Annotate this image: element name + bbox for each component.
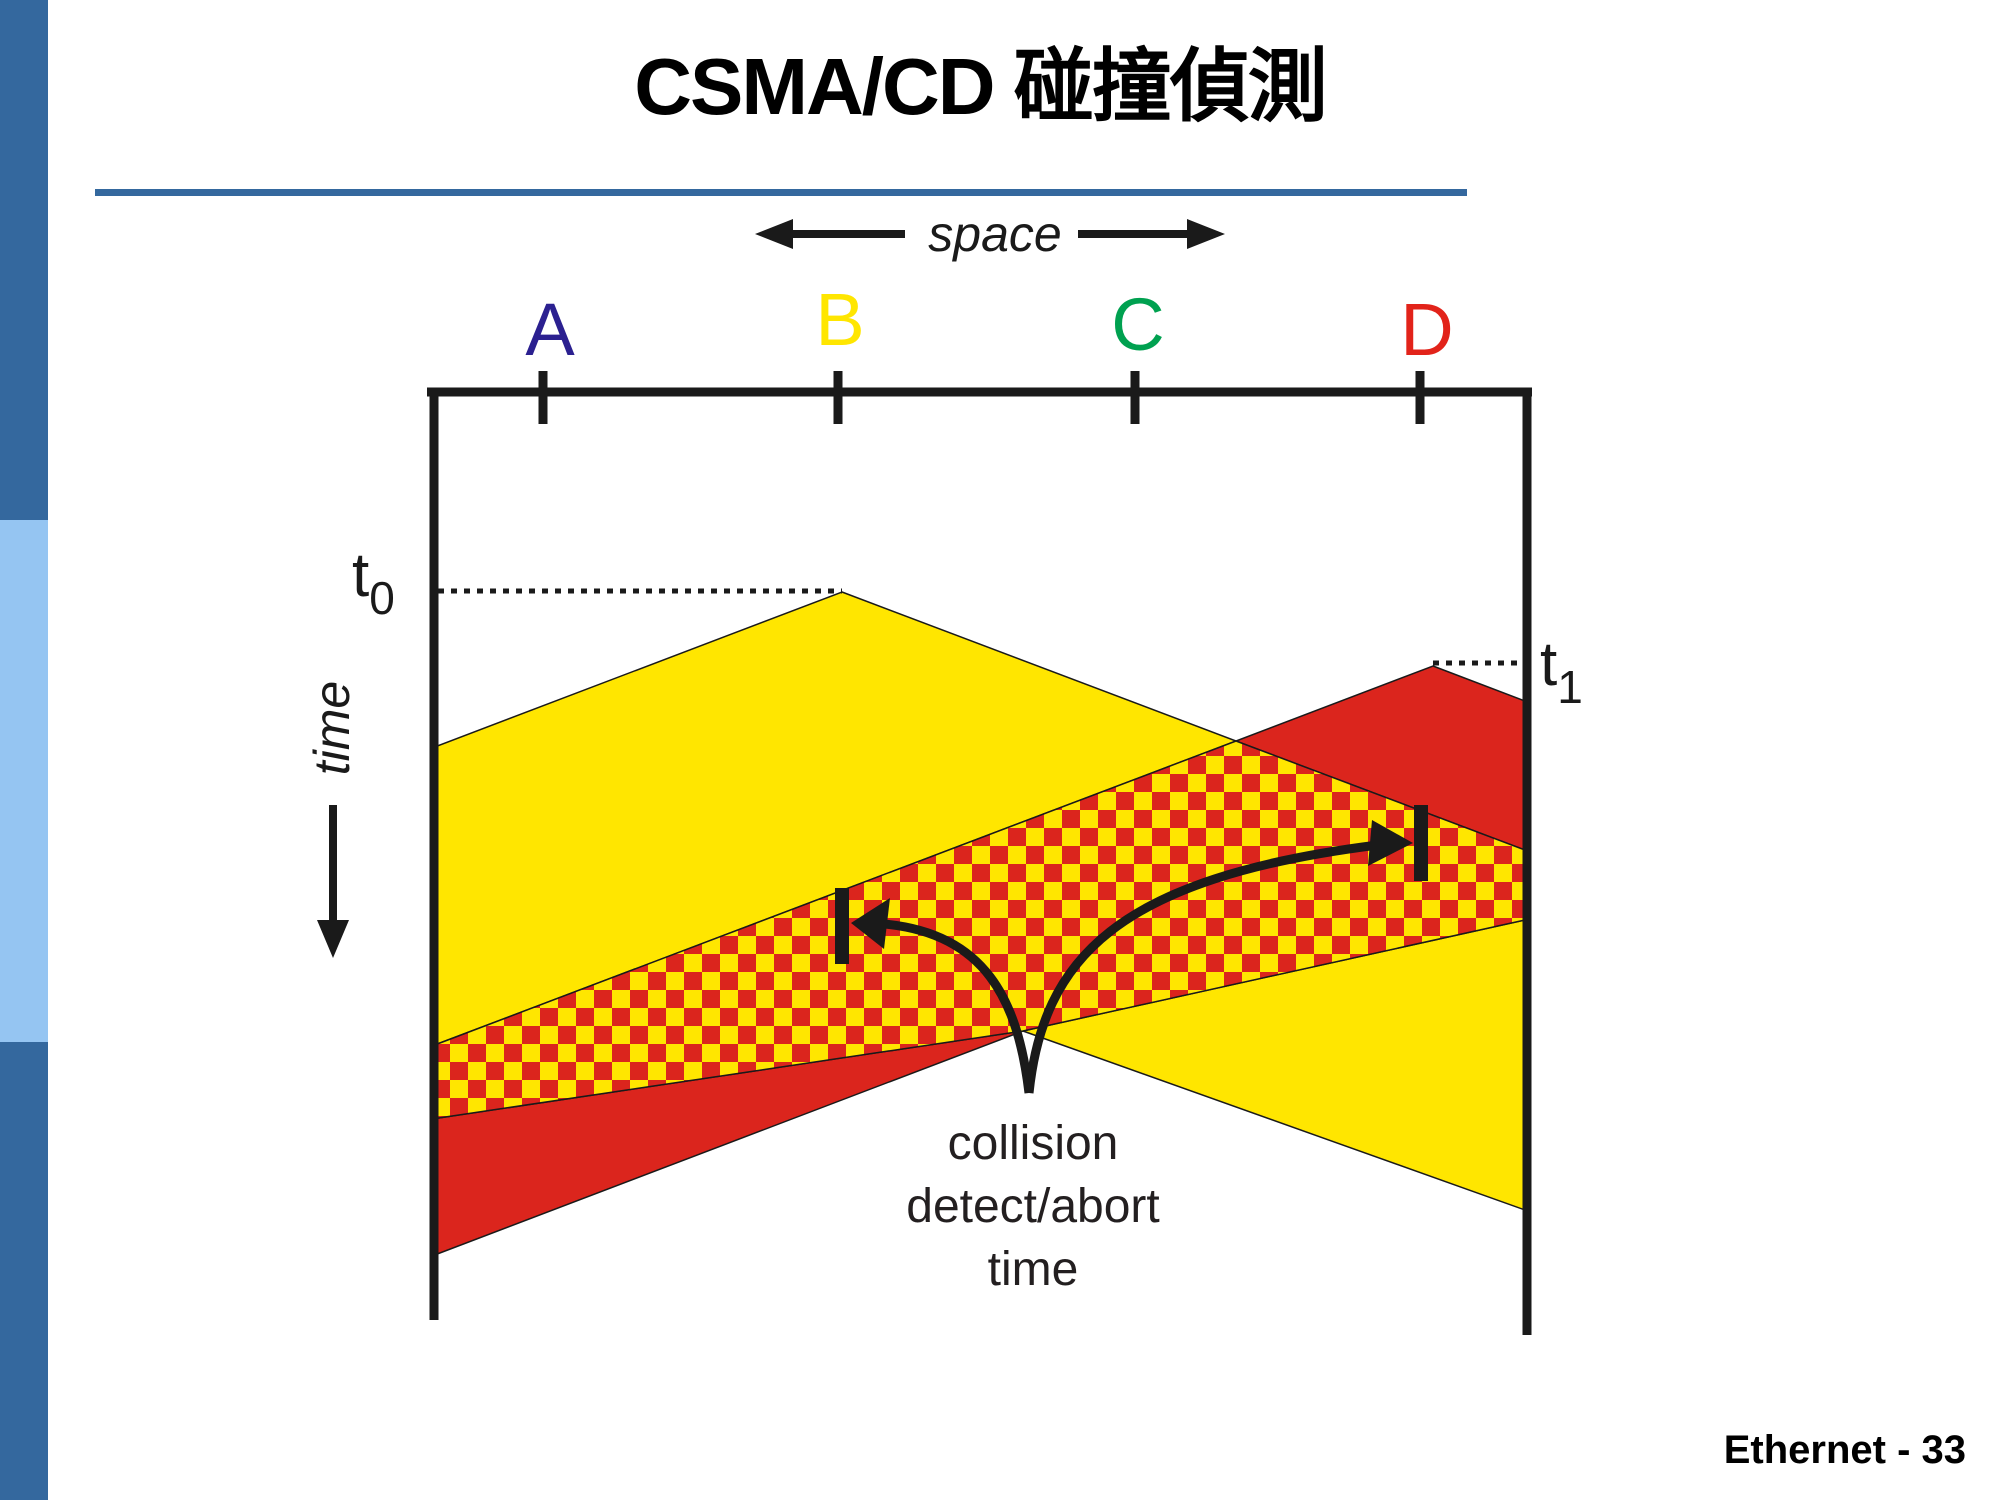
time-arrow-icon xyxy=(317,920,349,958)
page-title: CSMA/CD 碰撞偵測 xyxy=(634,42,1328,131)
collision-caption: collision detect/abort time xyxy=(906,1112,1160,1301)
footer-page-label: Ethernet - 33 xyxy=(1723,1428,1966,1472)
t1-base: t xyxy=(1540,630,1558,699)
t1-subscript: 1 xyxy=(1557,661,1583,713)
space-arrow-right-icon xyxy=(1187,219,1225,249)
t1-label: t1 xyxy=(1540,634,1583,713)
collision-caption-line1: collision xyxy=(947,1117,1119,1170)
t0-subscript: 0 xyxy=(369,572,395,624)
t0-base: t xyxy=(352,541,370,610)
station-label-a: A xyxy=(525,288,575,371)
sidebar-stripe-top xyxy=(0,0,48,520)
space-axis-label: space xyxy=(928,206,1062,262)
time-axis-label: time xyxy=(304,680,360,776)
collision-arrow-to-b xyxy=(883,919,1034,1094)
t0-label: t0 xyxy=(352,545,395,624)
sidebar-stripe-middle xyxy=(0,520,48,1042)
collision-caption-line3: time xyxy=(987,1243,1079,1296)
collision-marker-b xyxy=(835,888,849,964)
station-label-b: B xyxy=(815,278,865,361)
station-label-d: D xyxy=(1400,288,1454,371)
collision-arrowhead-d-icon xyxy=(1368,820,1413,866)
station-label-c: C xyxy=(1111,283,1165,366)
sidebar-stripe-bottom xyxy=(0,1042,48,1500)
collision-arrowhead-b-icon xyxy=(851,898,890,949)
title-rule xyxy=(95,189,1467,196)
collision-arrow-to-d xyxy=(1024,840,1379,1094)
space-arrow-left-icon xyxy=(755,219,793,249)
collision-caption-line2: detect/abort xyxy=(906,1180,1160,1233)
collision-marker-d xyxy=(1414,805,1428,881)
